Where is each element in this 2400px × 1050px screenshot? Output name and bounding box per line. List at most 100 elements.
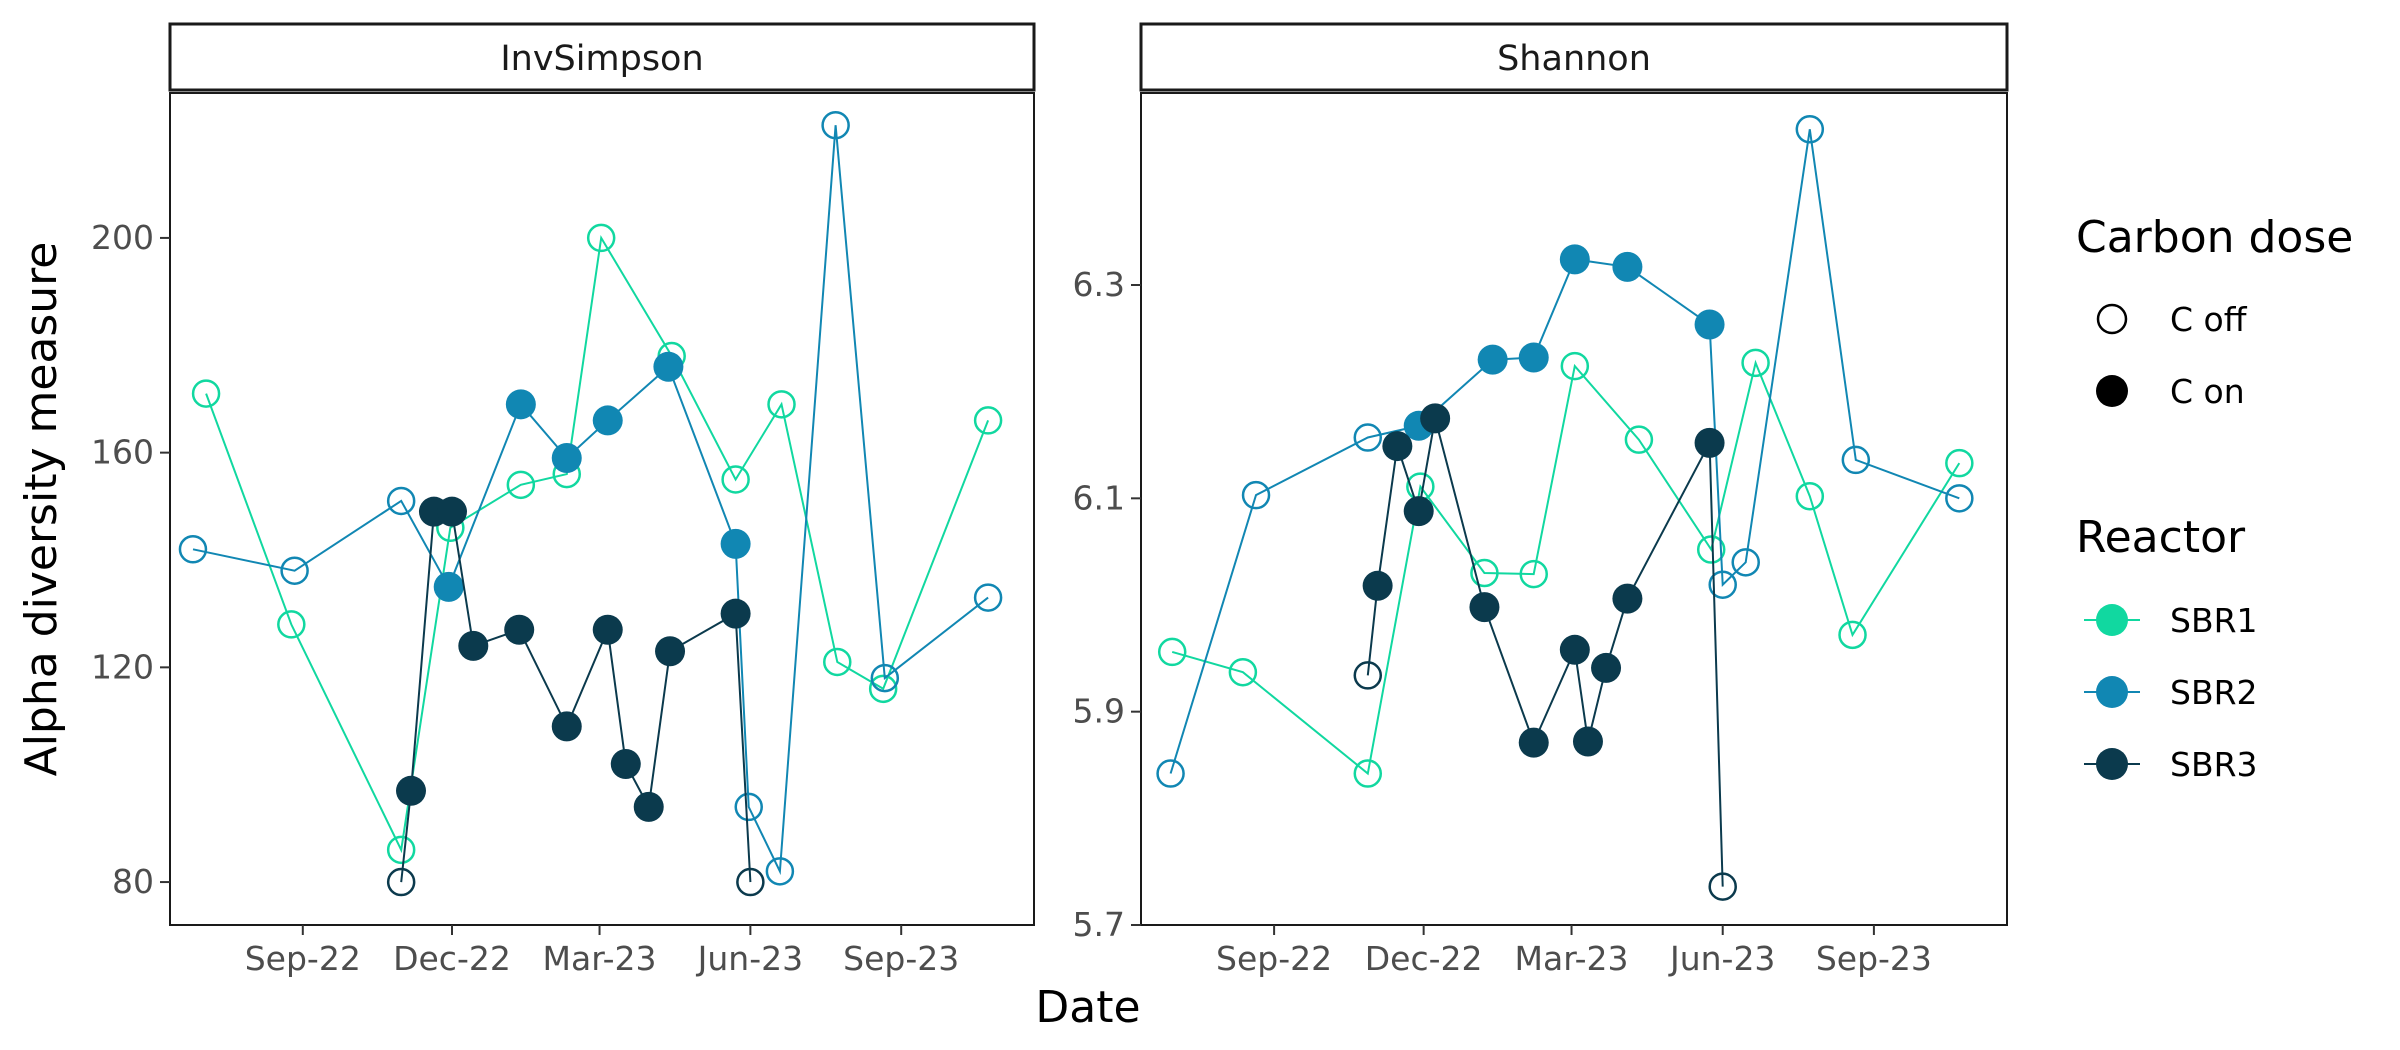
data-point-sbr2-c-off <box>734 792 763 822</box>
legend-key-point-sbr2 <box>2096 676 2128 708</box>
panel-strip <box>168 22 1036 92</box>
y-tick-label: 5.9 <box>1073 692 1125 731</box>
panel-shannon: Shannon 5.7 5.9 6.1 6.3 Sep-22 Dec-22 Mar-23 J… <box>1073 22 2009 978</box>
data-point-sbr2-c-off <box>1241 480 1271 510</box>
data-point-sbr2-c-off <box>178 535 208 564</box>
data-point-sbr3-c-on <box>504 614 535 645</box>
data-point-sbr1-c-off <box>1795 481 1825 511</box>
x-tick-label: Jun-23 <box>1668 939 1775 978</box>
data-point-sbr3-c-on <box>458 630 489 661</box>
data-point-sbr2-c-on <box>1477 344 1508 375</box>
data-point-sbr3-c-on <box>551 711 582 742</box>
series-line-sbr1 <box>205 234 990 854</box>
data-point-sbr2-c-on <box>1612 251 1643 282</box>
legend-key-open-circle <box>2096 303 2128 335</box>
data-point-sbr2-c-off <box>1156 759 1185 788</box>
series-line-sbr1 <box>1171 359 1961 776</box>
x-axis: Sep-22 Dec-22 Mar-23 Jun-23 Sep-23 <box>245 925 959 978</box>
data-point-sbr2-c-off <box>870 663 900 693</box>
data-point-sbr1-c-off <box>1741 348 1770 378</box>
y-tick-label: 80 <box>112 862 154 901</box>
data-point-sbr1-c-off <box>191 379 221 408</box>
data-point-sbr2-c-on <box>1694 309 1725 340</box>
data-point-sbr1-c-off <box>1838 620 1867 650</box>
x-tick-label: Dec-22 <box>393 939 511 978</box>
data-point-sbr2-c-on <box>433 571 464 602</box>
data-point-sbr3-c-on <box>1420 403 1451 434</box>
legend-key-point-sbr3 <box>2096 748 2128 780</box>
data-point-sbr1-c-off <box>1353 759 1383 788</box>
legend-label-c-off: C off <box>2170 300 2248 339</box>
panel-strip <box>1139 22 2009 92</box>
data-point-sbr2-c-off <box>1353 423 1383 452</box>
data-point-sbr3-c-on <box>1469 592 1500 623</box>
data-point-sbr2-c-on <box>720 528 751 559</box>
data-point-sbr2-c-off <box>280 556 309 585</box>
x-tick-label: Dec-22 <box>1365 939 1483 978</box>
data-point-sbr1-c-off <box>1696 535 1726 564</box>
data-point-sbr2-c-on <box>1518 342 1549 373</box>
data-point-sbr2-c-off <box>386 486 416 516</box>
data-point-sbr1-c-off <box>1560 351 1590 381</box>
y-axis: 80 120 160 200 <box>91 218 170 901</box>
y-tick-label: 120 <box>91 647 154 686</box>
data-point-sbr2-c-on <box>551 443 582 474</box>
data-point-sbr2-c-off <box>1731 548 1760 577</box>
x-tick-label: Sep-22 <box>1216 939 1332 978</box>
legend-key-point-sbr1 <box>2096 604 2128 636</box>
data-point-sbr3-c-on <box>1591 652 1622 683</box>
data-point-sbr1-c-off <box>1157 637 1187 667</box>
data-point-sbr3-c-on <box>436 496 467 527</box>
data-point-sbr1-c-off <box>1519 559 1548 589</box>
data-point-sbr3-c-off <box>1353 661 1383 690</box>
legend-item-c-off: C off <box>2096 300 2248 339</box>
legend-title-reactor: Reactor <box>2076 512 2246 563</box>
y-axis: 5.7 5.9 6.1 6.3 <box>1073 265 1141 944</box>
legend-item-c-on: C on <box>2096 372 2245 411</box>
data-point-sbr2-c-off <box>1841 445 1871 475</box>
data-point-sbr1-c-off <box>1624 425 1654 454</box>
data-point-sbr3-c-on <box>396 775 427 806</box>
data-point-sbr1-c-off <box>1228 657 1258 687</box>
data-point-sbr3-c-on <box>592 614 623 645</box>
data-point-sbr2-c-off <box>1708 570 1737 599</box>
data-point-sbr1-c-off <box>868 674 898 704</box>
data-point-sbr3-c-on <box>633 791 664 822</box>
y-axis-title: Alpha diversity measure <box>16 242 67 777</box>
data-point-sbr1-c-off <box>973 406 1003 435</box>
x-axis: Sep-22 Dec-22 Mar-23 Jun-23 Sep-23 <box>1216 925 1932 978</box>
x-tick-label: Sep-23 <box>843 939 959 978</box>
legend-item-sbr2: SBR2 <box>2084 673 2258 712</box>
data-point-sbr1-c-off <box>277 610 306 639</box>
legend-key-filled-circle <box>2096 375 2128 407</box>
y-tick-label: 160 <box>91 433 154 472</box>
legend: Carbon dose C off C on Reactor SBR1 SBR2… <box>2076 212 2353 784</box>
data-point-sbr2-c-off <box>1945 484 1974 513</box>
legend-title-carbon-dose: Carbon dose <box>2076 212 2353 263</box>
data-point-sbr2-c-on <box>653 351 684 382</box>
data-point-sbr3-c-on <box>720 598 751 629</box>
x-tick-label: Mar-23 <box>543 939 657 978</box>
data-point-sbr3-c-on <box>1694 427 1725 458</box>
panel-strip-title: Shannon <box>1497 39 1651 79</box>
x-tick-label: Sep-23 <box>1816 939 1932 978</box>
data-point-sbr2-c-off <box>1795 115 1825 144</box>
data-point-sbr3-c-on <box>1362 570 1393 601</box>
data-point-sbr3-c-on <box>655 636 686 667</box>
y-tick-label: 6.3 <box>1073 265 1125 304</box>
x-tick-label: Sep-22 <box>245 939 361 978</box>
panel-strip-title: InvSimpson <box>500 39 703 79</box>
panel-plot-area <box>169 92 1035 926</box>
data-point-sbr1-c-off <box>586 223 616 253</box>
data-point-sbr1-c-off <box>506 470 536 500</box>
panel-invsimpson: InvSimpson 80 120 160 200 Sep-22 Dec-22 Mar-2… <box>91 22 1036 978</box>
x-tick-label: Mar-23 <box>1515 939 1629 978</box>
data-point-sbr3-c-on <box>1559 634 1590 665</box>
data-point-sbr2-c-on <box>1559 244 1590 275</box>
x-tick-label: Jun-23 <box>696 939 803 978</box>
data-point-sbr2-c-off <box>821 110 850 140</box>
data-point-sbr2-c-on <box>592 405 623 436</box>
data-point-sbr3-c-off <box>1708 872 1737 901</box>
y-tick-label: 200 <box>91 218 154 257</box>
